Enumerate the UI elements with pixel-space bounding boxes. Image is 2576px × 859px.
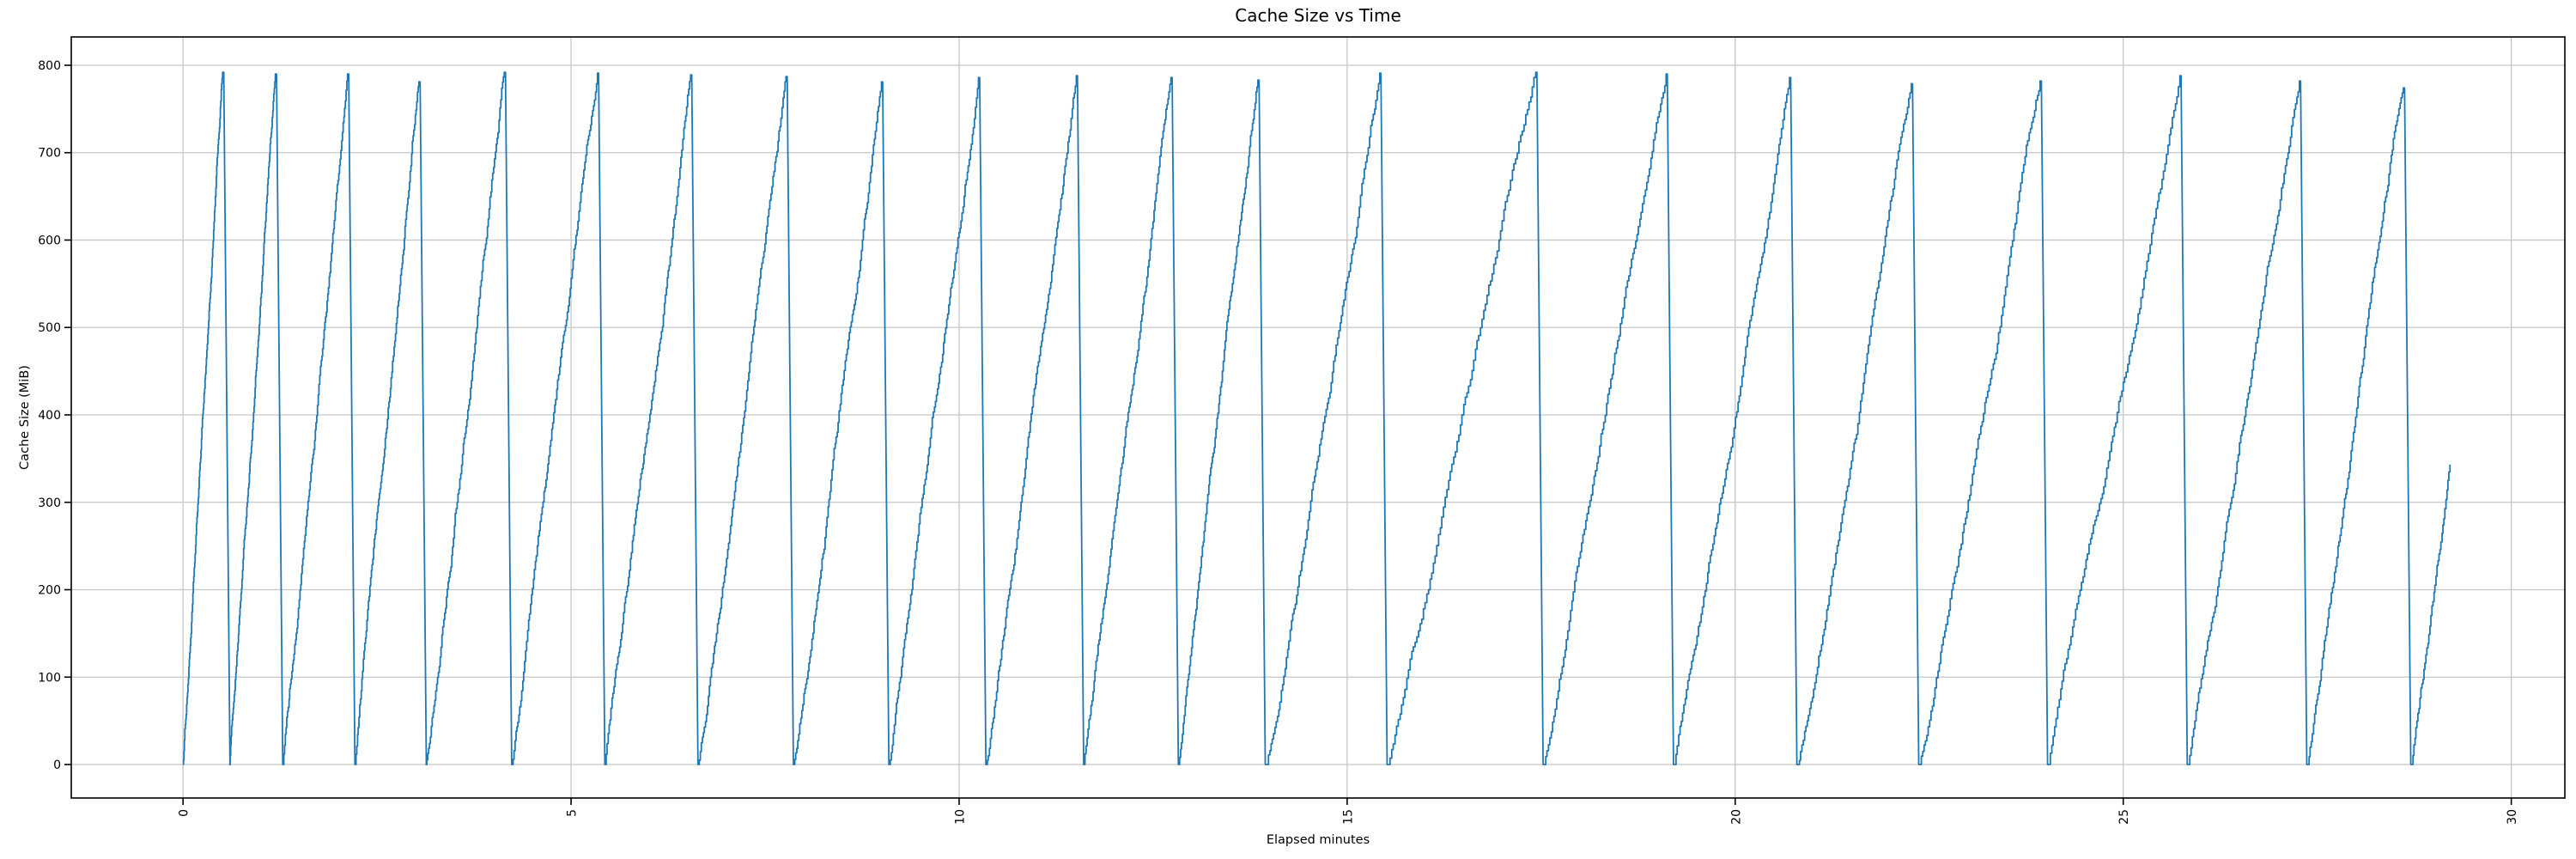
- x-tick-label: 10: [953, 809, 967, 825]
- y-axis-label: Cache Size (MiB): [18, 365, 32, 470]
- chart-title: Cache Size vs Time: [1235, 5, 1401, 26]
- y-tick-label: 0: [53, 758, 61, 772]
- x-tick-label: 30: [2506, 809, 2519, 825]
- y-tick-label: 600: [38, 234, 61, 247]
- x-axis-label: Elapsed minutes: [1267, 833, 1370, 847]
- tick-layer: 0 100 200 300 400 500 600 700 800 0 5 10 15 20 25 30: [38, 59, 2519, 825]
- y-tick-label: 100: [38, 671, 61, 685]
- axes-spines: [70, 36, 2566, 799]
- x-tick-label: 20: [1729, 809, 1743, 825]
- x-tick-label: 15: [1341, 809, 1355, 825]
- y-tick-label: 400: [38, 409, 61, 423]
- x-tick-label: 5: [566, 809, 580, 817]
- data-layer: [182, 71, 2451, 765]
- y-tick-label: 500: [38, 321, 61, 335]
- y-tick-label: 200: [38, 584, 61, 598]
- cache-size-line: [182, 71, 2451, 765]
- x-tick-label: 25: [2117, 809, 2131, 825]
- x-tick-label: 0: [178, 809, 191, 817]
- y-tick-label: 800: [38, 59, 61, 73]
- y-tick-label: 700: [38, 147, 61, 161]
- plot-area: [71, 37, 2565, 798]
- y-tick-label: 300: [38, 497, 61, 510]
